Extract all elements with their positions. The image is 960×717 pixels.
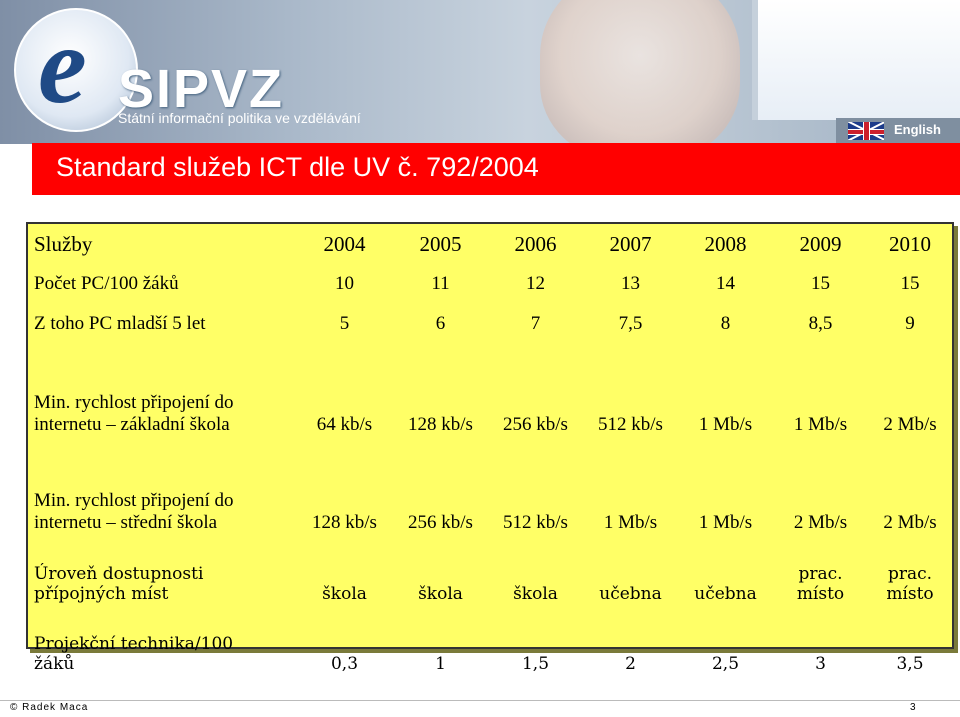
table-header-row: Služby 2004 2005 2006 2007 2008 2009 201… <box>28 224 952 264</box>
table-cell: 3 <box>815 654 826 674</box>
table-cell: 512 kb/s <box>503 512 568 533</box>
table-cell: 3,5 <box>896 654 924 674</box>
table-cell: 2,5 <box>711 654 740 674</box>
column-header: 2009 <box>799 231 842 256</box>
table-cell: 13 <box>621 273 640 294</box>
table-cell: 256 kb/s <box>408 512 473 533</box>
brand-name: SIPVZ <box>118 59 285 119</box>
footer-page-number: 3 <box>910 702 916 713</box>
table-cell: 64 kb/s <box>316 414 373 435</box>
uk-flag-icon[interactable] <box>848 122 884 140</box>
table-row: Úroveň dostupnosti přípojných míst škola … <box>28 542 952 610</box>
table-cell: učebna <box>694 584 757 604</box>
sipvz-logo-icon <box>14 8 138 132</box>
table-cell: 15 <box>900 273 920 294</box>
table-row: Min. rychlost připojení do internetu – st… <box>28 444 952 542</box>
row-label: Min. rychlost připojení do internetu – st… <box>34 490 234 533</box>
table-cell: 512 kb/s <box>598 414 663 435</box>
column-header: Služby <box>34 231 93 256</box>
table-cell: 9 <box>905 313 915 334</box>
table-cell: 1,5 <box>521 654 550 674</box>
table-cell: škola <box>418 584 463 604</box>
table-cell: 14 <box>716 273 735 294</box>
table-cell: 2 Mb/s <box>883 512 937 533</box>
table-cell: 0,3 <box>330 654 359 674</box>
table-cell: 8,5 <box>808 313 833 334</box>
english-link[interactable]: English <box>894 122 941 137</box>
table-cell: 1 Mb/s <box>698 414 753 435</box>
column-header: 2008 <box>704 231 747 256</box>
table-row: Z toho PC mladší 5 let 5 6 7 7,5 8 8,5 9 <box>28 304 952 344</box>
header-photo <box>540 0 740 144</box>
table-cell: 1 Mb/s <box>603 512 658 533</box>
table-cell: 11 <box>431 273 450 294</box>
table-cell: 128 kb/s <box>408 414 473 435</box>
column-header: 2006 <box>514 231 557 256</box>
table-cell: 8 <box>720 313 731 334</box>
table-cell: 7 <box>530 313 541 334</box>
table-cell: 1 <box>435 654 446 674</box>
table-cell: prac. místo <box>886 564 934 604</box>
column-header: 2010 <box>889 231 931 256</box>
table-cell: škola <box>322 584 367 604</box>
table-cell: 6 <box>435 313 446 334</box>
table-cell: škola <box>513 584 558 604</box>
header-monitor-graphic <box>752 0 960 120</box>
slide-title: Standard služeb ICT dle UV č. 792/2004 <box>56 152 539 182</box>
table-cell: 1 Mb/s <box>793 414 848 435</box>
column-header: 2005 <box>419 231 462 256</box>
table-row: Počet PC/100 žáků 10 11 12 13 14 15 15 <box>28 264 952 304</box>
row-label: Projekční technika/100 žáků <box>34 634 234 674</box>
table-cell: 7,5 <box>618 313 643 334</box>
table-row: Projekční technika/100 žáků 0,3 1 1,5 2 2… <box>28 610 952 680</box>
table-cell: 2 Mb/s <box>793 512 848 533</box>
table-cell: 12 <box>526 273 545 294</box>
table-cell: učebna <box>599 584 662 604</box>
row-label: Počet PC/100 žáků <box>34 273 179 294</box>
title-bar <box>32 143 960 195</box>
header-banner: e SIPVZ Státní informační politika ve vz… <box>0 0 960 144</box>
row-label: Z toho PC mladší 5 let <box>34 313 206 334</box>
row-label: Min. rychlost připojení do internetu – zá… <box>34 392 234 435</box>
logo-e-letter: e <box>38 4 87 126</box>
ict-standards-table: Služby 2004 2005 2006 2007 2008 2009 201… <box>26 222 954 674</box>
column-header: 2004 <box>323 231 366 256</box>
table-cell: 2 Mb/s <box>883 414 937 435</box>
table-cell: 128 kb/s <box>312 512 377 533</box>
footer <box>0 700 960 717</box>
brand-tagline: Státní informační politika ve vzdělávání <box>118 110 361 126</box>
table-cell: 256 kb/s <box>503 414 568 435</box>
table-cell: 2 <box>625 654 636 674</box>
table-cell: 1 Mb/s <box>698 512 753 533</box>
row-label: Úroveň dostupnosti přípojných míst <box>34 564 204 604</box>
table-row: Min. rychlost připojení do internetu – zá… <box>28 344 952 444</box>
footer-author: © Radek Maca <box>10 702 89 713</box>
table-cell: prac. místo <box>796 564 845 604</box>
column-header: 2007 <box>609 231 652 256</box>
table-cell: 5 <box>339 313 350 334</box>
table-cell: 15 <box>811 273 830 294</box>
table-cell: 10 <box>335 273 354 294</box>
